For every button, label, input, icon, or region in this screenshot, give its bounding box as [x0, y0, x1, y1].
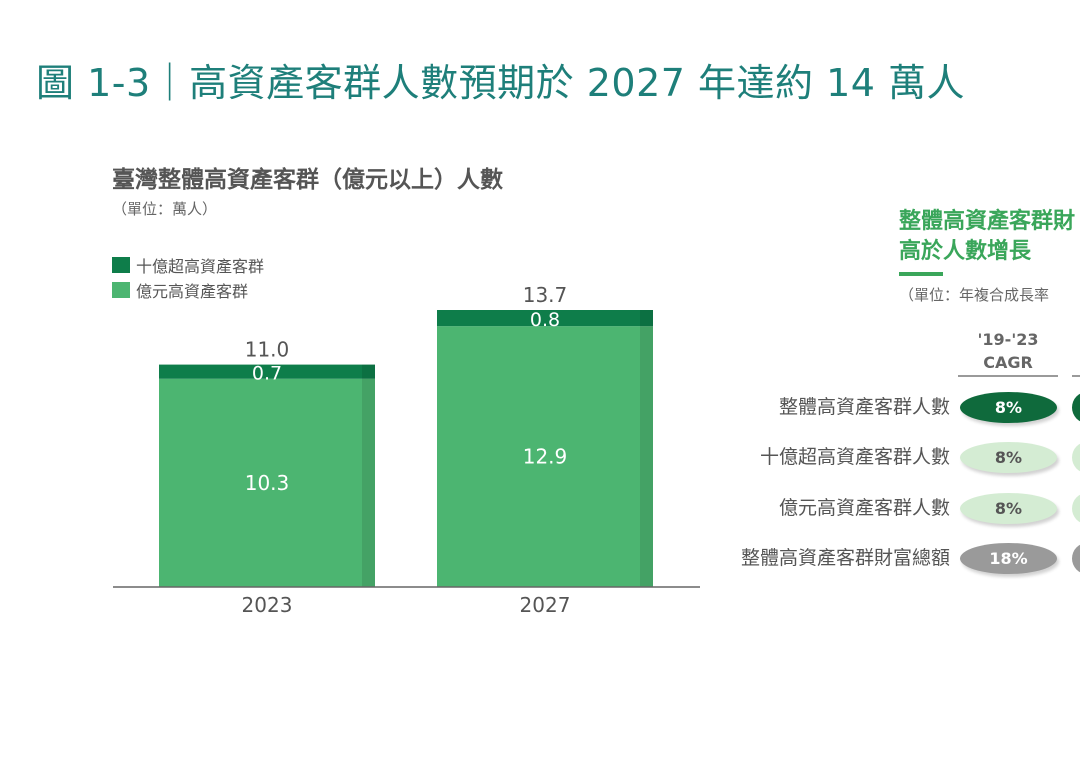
bar-2023-high	[159, 378, 375, 587]
chart-unit-label: （單位：萬人）	[112, 200, 218, 218]
bar-shade-2027	[640, 310, 653, 587]
cagr-value-pill: 8%	[960, 442, 1057, 473]
legend-swatch-mid	[112, 281, 130, 298]
cagr-row-label: 十億超高資產客群人數	[759, 446, 950, 468]
cagr-next-column-pill	[1072, 392, 1080, 423]
total-label-2023: 11.0	[245, 338, 290, 362]
total-label-2027: 13.7	[523, 283, 568, 307]
cagr-next-column-pill	[1072, 493, 1080, 524]
chart-title: 臺灣整體高資產客群（億元以上）人數	[112, 167, 503, 193]
cagr-column-header-cagr: CAGR	[983, 353, 1033, 372]
legend-swatch-dark	[112, 256, 130, 273]
cagr-row-label: 整體高資產客群人數	[778, 396, 950, 418]
cagr-panel-title-line1: 整體高資產客群財	[899, 209, 1076, 234]
bar-shade-2023	[362, 364, 375, 587]
cagr-column-header-period: '19-'23	[977, 330, 1039, 349]
segment-label-2027-high: 12.9	[523, 445, 568, 469]
cagr-column-rule	[958, 375, 1058, 377]
legend-item-ultra-high: 十億超高資產客群	[112, 252, 264, 277]
cagr-panel-title: 整體高資產客群財 高於人數增長	[899, 207, 1075, 267]
cagr-panel-title-line2: 高於人數增長	[899, 239, 1032, 264]
cagr-column-header: '19-'23 CAGR	[958, 328, 1058, 374]
segment-label-2023-ultra-high: 0.7	[252, 363, 282, 385]
cagr-unit-label: （單位：年複合成長率	[899, 286, 1050, 304]
bar-2023-ultra-high	[159, 364, 375, 379]
legend-label-ultra-high: 十億超高資產客群	[136, 256, 265, 276]
segment-label-2023-high: 10.3	[245, 471, 290, 495]
chart-legend: 十億超高資產客群 億元高資產客群	[112, 252, 264, 302]
cagr-next-column-pill	[1072, 442, 1080, 473]
page-title: 圖 1-3｜高資產客群人數預期於 2027 年達約 14 萬人	[36, 61, 966, 105]
legend-item-high: 億元高資產客群	[112, 277, 264, 302]
cagr-row-label: 整體高資產客群財富總額	[740, 547, 950, 569]
stacked-bar-chart: 10.3 0.711.0 2023 12.9 0.813.7 2027	[113, 283, 700, 617]
cagr-value-pill: 18%	[960, 543, 1057, 574]
bar-2027-ultra-high	[437, 310, 653, 327]
segment-label-2027-ultra-high: 0.8	[530, 309, 560, 331]
x-tick-label-2027: 2027	[520, 593, 571, 617]
cagr-column-rule-next	[1072, 375, 1080, 377]
cagr-row-label: 億元高資產客群人數	[778, 497, 950, 519]
bar-2027-high	[437, 326, 653, 587]
cagr-value-pill: 8%	[960, 493, 1057, 524]
x-tick-label-2023: 2023	[242, 593, 293, 617]
legend-label-high: 億元高資產客群	[136, 281, 249, 301]
cagr-title-underline	[899, 272, 943, 276]
cagr-next-column-pill	[1072, 543, 1080, 574]
cagr-value-pill: 8%	[960, 392, 1057, 423]
